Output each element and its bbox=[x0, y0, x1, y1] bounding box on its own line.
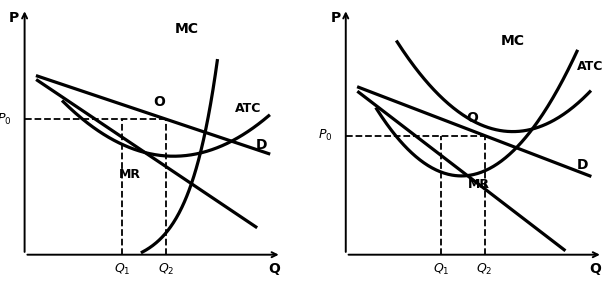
Text: P: P bbox=[330, 11, 341, 25]
Text: O: O bbox=[153, 95, 165, 109]
Text: MC: MC bbox=[501, 35, 525, 48]
Text: $Q_1$: $Q_1$ bbox=[432, 262, 449, 277]
Text: $P_0$: $P_0$ bbox=[0, 112, 11, 127]
Text: MR: MR bbox=[469, 178, 490, 191]
Text: D: D bbox=[577, 158, 589, 171]
Text: Q: Q bbox=[589, 262, 601, 276]
Text: O: O bbox=[467, 111, 478, 125]
Text: P: P bbox=[9, 11, 20, 25]
Text: MC: MC bbox=[175, 22, 199, 36]
Text: MR: MR bbox=[119, 168, 141, 181]
Text: ATC: ATC bbox=[577, 60, 603, 73]
Text: $Q_2$: $Q_2$ bbox=[157, 262, 174, 277]
Text: D: D bbox=[256, 138, 268, 152]
Text: $P_0$: $P_0$ bbox=[318, 128, 333, 143]
Text: $Q_1$: $Q_1$ bbox=[114, 262, 130, 277]
Text: ATC: ATC bbox=[236, 102, 261, 115]
Text: Q: Q bbox=[268, 262, 280, 276]
Text: $Q_2$: $Q_2$ bbox=[476, 262, 493, 277]
